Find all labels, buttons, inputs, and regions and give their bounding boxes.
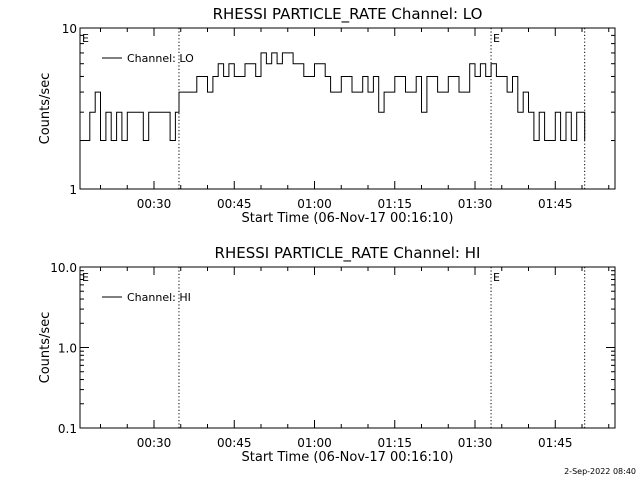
x-tick-label: 01:30 xyxy=(458,197,493,211)
y-tick-label: 1 xyxy=(69,183,77,197)
chart-panel-lo: RHESSI PARTICLE_RATE Channel: LO Counts/s… xyxy=(38,5,616,226)
x-tick-label: 00:30 xyxy=(137,197,172,211)
timestamp: 2-Sep-2022 08:40 xyxy=(564,467,636,476)
x-axis-label: Start Time (06-Nov-17 00:16:10) xyxy=(242,450,454,465)
y-tick-label: 10.0 xyxy=(50,261,77,275)
event-marker: E xyxy=(493,271,500,284)
y-tick-label: 1.0 xyxy=(58,342,77,356)
event-marker: E xyxy=(82,32,89,45)
x-tick-label: 01:45 xyxy=(538,436,573,450)
x-tick-label: 00:30 xyxy=(137,436,172,450)
x-tick-label: 01:00 xyxy=(297,436,332,450)
chart-title: RHESSI PARTICLE_RATE Channel: HI xyxy=(215,244,481,263)
x-tick-label: 01:00 xyxy=(297,197,332,211)
x-tick-label: 01:45 xyxy=(538,197,573,211)
x-tick-label: 01:15 xyxy=(377,436,412,450)
y-tick-label: 0.1 xyxy=(58,422,77,436)
x-tick-label: 01:15 xyxy=(377,197,412,211)
legend-entry: Channel: HI xyxy=(127,291,191,304)
y-axis-label: Counts/sec xyxy=(38,73,53,145)
chart-panel-hi: RHESSI PARTICLE_RATE Channel: HI Counts/s… xyxy=(38,244,616,465)
plot-frame xyxy=(79,27,616,190)
x-axis-label: Start Time (06-Nov-17 00:16:10) xyxy=(242,211,454,226)
x-tick-label: 01:30 xyxy=(458,436,493,450)
legend-entry: Channel: LO xyxy=(127,52,194,65)
x-tick-label: 00:45 xyxy=(217,436,252,450)
event-marker: E xyxy=(82,271,89,284)
y-axis-label: Counts/sec xyxy=(38,312,53,384)
event-marker: E xyxy=(493,32,500,45)
series-line-0 xyxy=(80,52,586,141)
chart-title: RHESSI PARTICLE_RATE Channel: LO xyxy=(213,5,483,24)
x-tick-label: 00:45 xyxy=(217,197,252,211)
y-tick-label: 10 xyxy=(62,22,77,36)
